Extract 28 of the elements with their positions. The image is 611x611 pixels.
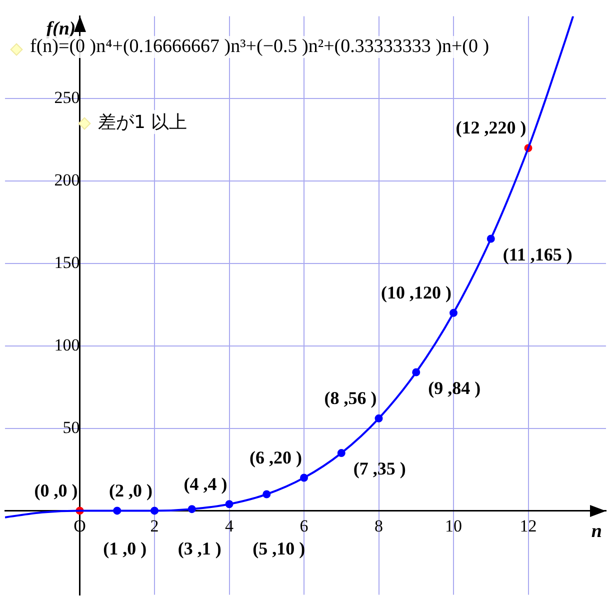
- data-label: (6 ,20 ): [250, 447, 302, 468]
- data-label: (2 ,0 ): [109, 480, 152, 500]
- y-tick-label: 200: [54, 170, 80, 190]
- data-label: (9 ,84 ): [428, 378, 481, 398]
- x-tick-label: 6: [300, 516, 308, 536]
- x-tick-label: 10: [445, 516, 462, 536]
- data-label: (8 ,56 ): [324, 388, 377, 408]
- data-label: (1 ,0 ): [103, 538, 147, 558]
- y-tick-label: 250: [54, 88, 80, 108]
- data-label: (5 ,10 ): [252, 538, 306, 558]
- y-tick-label: 100: [54, 335, 80, 354]
- data-label: (0 ,0 ): [34, 480, 78, 500]
- y-tick-label: 150: [54, 252, 80, 272]
- x-tick-label: 2: [150, 516, 159, 536]
- data-label: (7 ,35 ): [353, 458, 406, 479]
- annotation: f(n)=(0 )n⁴+(0.16666667 )n³+(−0.5 )n²+(0.33333333 )n+(0 ): [28, 36, 492, 58]
- x-tick-label: 8: [374, 516, 384, 536]
- data-label: (12 ,220 ): [456, 118, 526, 138]
- x-axis-title: n: [591, 521, 602, 542]
- data-label: (10 ,120 ): [381, 282, 452, 303]
- x-tick-label: 4: [225, 516, 234, 536]
- line-series: [5, 16, 574, 518]
- data-label: (4 ,4 ): [184, 474, 228, 494]
- data-label: (3 ,1 ): [178, 538, 222, 558]
- annotation: 差が1 以上: [96, 110, 190, 134]
- y-tick-label: 50: [62, 418, 80, 437]
- data-label: (11 ,165 ): [502, 244, 572, 264]
- x-tick-label: 12: [520, 516, 537, 536]
